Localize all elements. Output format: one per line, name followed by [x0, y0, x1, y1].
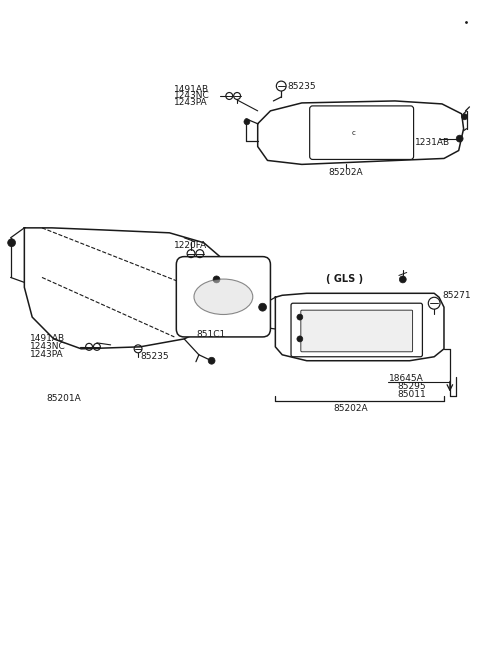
- Text: 85011: 85011: [397, 390, 426, 399]
- Text: 18645A: 18645A: [389, 374, 424, 383]
- Text: 1231AB: 1231AB: [222, 279, 258, 288]
- FancyBboxPatch shape: [291, 304, 422, 357]
- Text: 85202A: 85202A: [334, 404, 368, 413]
- Circle shape: [297, 336, 303, 342]
- Circle shape: [213, 276, 220, 283]
- Text: 1243PA: 1243PA: [30, 350, 64, 359]
- Circle shape: [8, 238, 15, 246]
- Text: c: c: [364, 332, 368, 338]
- Circle shape: [259, 304, 266, 311]
- Text: 1220FA: 1220FA: [174, 241, 207, 250]
- Circle shape: [208, 357, 215, 364]
- Text: 851C1: 851C1: [196, 330, 225, 340]
- Ellipse shape: [194, 279, 253, 315]
- Text: 1231AB: 1231AB: [415, 138, 450, 147]
- Text: 85235: 85235: [140, 352, 168, 361]
- Text: c: c: [352, 129, 356, 135]
- Text: 1243PA: 1243PA: [174, 99, 208, 108]
- Circle shape: [462, 114, 468, 120]
- Text: 1491AB: 1491AB: [174, 85, 209, 93]
- Text: 85295: 85295: [397, 382, 426, 391]
- Text: 1243NC: 1243NC: [174, 91, 210, 101]
- Text: 85201A: 85201A: [46, 394, 81, 403]
- FancyBboxPatch shape: [310, 106, 414, 160]
- Text: ( GLS ): ( GLS ): [326, 275, 363, 284]
- Text: 1491AB: 1491AB: [30, 334, 65, 344]
- Circle shape: [456, 135, 463, 142]
- Circle shape: [399, 276, 406, 283]
- Text: 85271: 85271: [442, 291, 471, 300]
- Text: 85202A: 85202A: [329, 168, 363, 177]
- Circle shape: [297, 314, 303, 320]
- Circle shape: [244, 119, 250, 125]
- FancyBboxPatch shape: [176, 257, 270, 337]
- FancyBboxPatch shape: [301, 310, 413, 351]
- Text: 1243NC: 1243NC: [30, 342, 66, 351]
- Text: 85235: 85235: [287, 81, 316, 91]
